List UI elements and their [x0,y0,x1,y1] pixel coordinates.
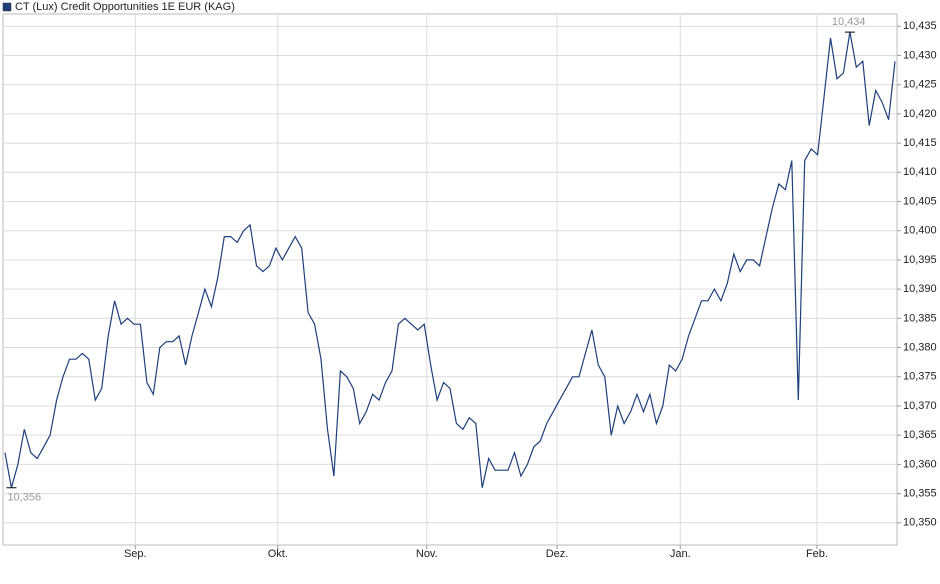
y-tick-label: 10,365 [903,429,937,441]
x-tick-label: Dez. [546,548,569,560]
annotation-label: 10,356 [7,492,41,504]
y-tick-label: 10,410 [903,166,937,178]
y-tick-label: 10,385 [903,312,937,324]
y-tick-label: 10,415 [903,137,937,149]
y-tick-label: 10,360 [903,458,937,470]
y-tick-label: 10,435 [903,20,937,32]
x-tick-label: Jan. [670,548,691,560]
y-tick-label: 10,355 [903,488,937,500]
y-tick-label: 10,395 [903,254,937,266]
y-tick-label: 10,380 [903,341,937,353]
x-tick-label: Feb. [806,548,828,560]
x-tick-label: Nov. [416,548,438,560]
plot-frame [2,13,898,546]
legend-label: CT (Lux) Credit Opportunities 1E EUR (KA… [15,1,235,13]
y-tick-label: 10,425 [903,79,937,91]
y-tick-label: 10,370 [903,400,937,412]
y-tick-label: 10,390 [903,283,937,295]
legend-swatch [2,2,12,12]
y-tick-label: 10,375 [903,371,937,383]
x-tick-label: Sep. [124,548,147,560]
x-tick-label: Okt. [268,548,288,560]
y-tick-label: 10,400 [903,225,937,237]
y-tick-label: 10,350 [903,517,937,529]
y-tick-label: 10,430 [903,49,937,61]
annotation-label: 10,434 [832,16,866,28]
y-tick-label: 10,420 [903,108,937,120]
y-tick-label: 10,405 [903,195,937,207]
data-line [4,31,896,488]
